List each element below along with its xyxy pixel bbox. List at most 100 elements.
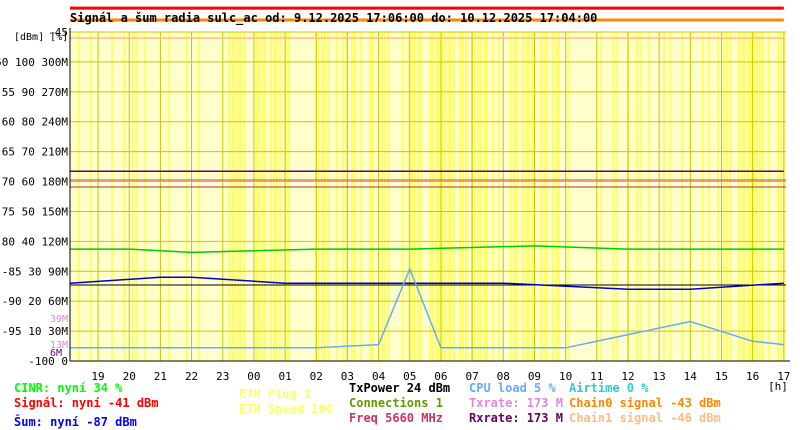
eth-band [354,32,356,361]
eth-band [369,32,371,361]
eth-band [255,32,257,361]
legend-txrate: Txrate: 173 M [469,396,563,410]
x-tick-label: 12 [621,370,634,383]
eth-band [738,32,740,361]
eth-band [522,32,524,361]
eth-band [132,32,134,361]
x-tick-label: 15 [715,370,728,383]
eth-band [753,32,755,361]
rate-label: 6M [50,348,62,359]
x-tick-label: 20 [123,370,136,383]
eth-band [324,32,326,361]
legend-txpower: TxPower 24 dBm [349,381,451,395]
x-tick-label: 22 [185,370,198,383]
eth-band [417,32,419,361]
series-line [70,266,784,349]
eth-band [462,32,464,361]
eth-band [231,32,233,361]
eth-band [411,32,413,361]
x-tick-label: 08 [497,370,510,383]
eth-band [279,32,281,361]
y-tick-label: -100 0 [28,355,68,368]
eth-band [717,32,719,361]
y-tick-label: -50 100 300M [0,56,68,69]
legend-airtime: Airtime 0 % [569,381,649,395]
eth-band [168,32,170,361]
eth-band [615,32,617,361]
eth-band [681,32,683,361]
eth-band [483,32,485,361]
eth-band [288,32,290,361]
x-tick-label: 23 [216,370,229,383]
y-unit-label: [dBm] [%] [14,32,68,43]
x-tick-label: 11 [590,370,603,383]
eth-band [708,32,710,361]
series-line [70,245,784,254]
eth-band [384,32,386,361]
eth-band [345,32,347,361]
eth-band [459,32,461,361]
y-tick-label: -80 40 120M [0,235,68,248]
eth-band [240,32,242,361]
legend-connections: Connections 1 [349,396,443,410]
eth-band [408,32,410,361]
eth-band [441,32,443,361]
x-tick-label: 21 [154,370,167,383]
eth-band [531,32,533,361]
eth-band [777,32,779,361]
eth-band [741,32,743,361]
legend-signal: Signál: nyní -41 dBm [14,396,159,410]
eth-band [525,32,527,361]
legend-cinr: CINR: nyní 34 % [14,381,123,395]
eth-band [420,32,422,361]
eth-band [669,32,671,361]
eth-band [552,32,554,361]
legend-cpu-load: CPU load 5 % [469,381,556,395]
eth-band [342,32,344,361]
plot-area [70,32,786,361]
y-tick-label: -60 80 240M [0,116,68,129]
eth-band [327,32,329,361]
y-tick-label: -85 30 90M [2,265,69,278]
eth-band [336,32,338,361]
legend-chain0: Chain0 signal -43 dBm [569,396,721,410]
y-tick-label: -75 50 150M [0,205,68,218]
x-tick-label: 17 [777,370,790,383]
eth-band [663,32,665,361]
eth-band [534,32,536,361]
eth-band [726,32,728,361]
eth-band [729,32,731,361]
eth-band [90,32,92,361]
legend-noise: Šum: nyní -87 dBm [14,415,137,429]
legend-rxrate: Rxrate: 173 M [469,411,563,425]
eth-band [480,32,482,361]
x-tick-label: 04 [372,370,386,383]
eth-band [567,32,569,361]
eth-band [768,32,770,361]
eth-band [273,32,275,361]
eth-band [453,32,455,361]
x-tick-label: 09 [528,370,541,383]
eth-band [261,32,263,361]
eth-band [546,32,548,361]
eth-band [555,32,557,361]
x-tick-label: 10 [559,370,572,383]
eth-band [702,32,704,361]
y-tick-label: -95 10 30M [2,325,69,338]
eth-band [492,32,494,361]
eth-band [723,32,725,361]
y-tick-label: -45 [48,26,68,39]
eth-band [198,32,200,361]
y-tick-label: -65 70 210M [0,146,68,159]
eth-band [228,32,230,361]
x-tick-label: 14 [684,370,698,383]
eth-band [528,32,530,361]
x-tick-label: 02 [310,370,323,383]
series-line [69,276,784,290]
eth-band [744,32,746,361]
y-tick-label: -55 90 270M [0,86,68,99]
eth-band [780,32,782,361]
eth-band [381,32,383,361]
eth-band [447,32,449,361]
